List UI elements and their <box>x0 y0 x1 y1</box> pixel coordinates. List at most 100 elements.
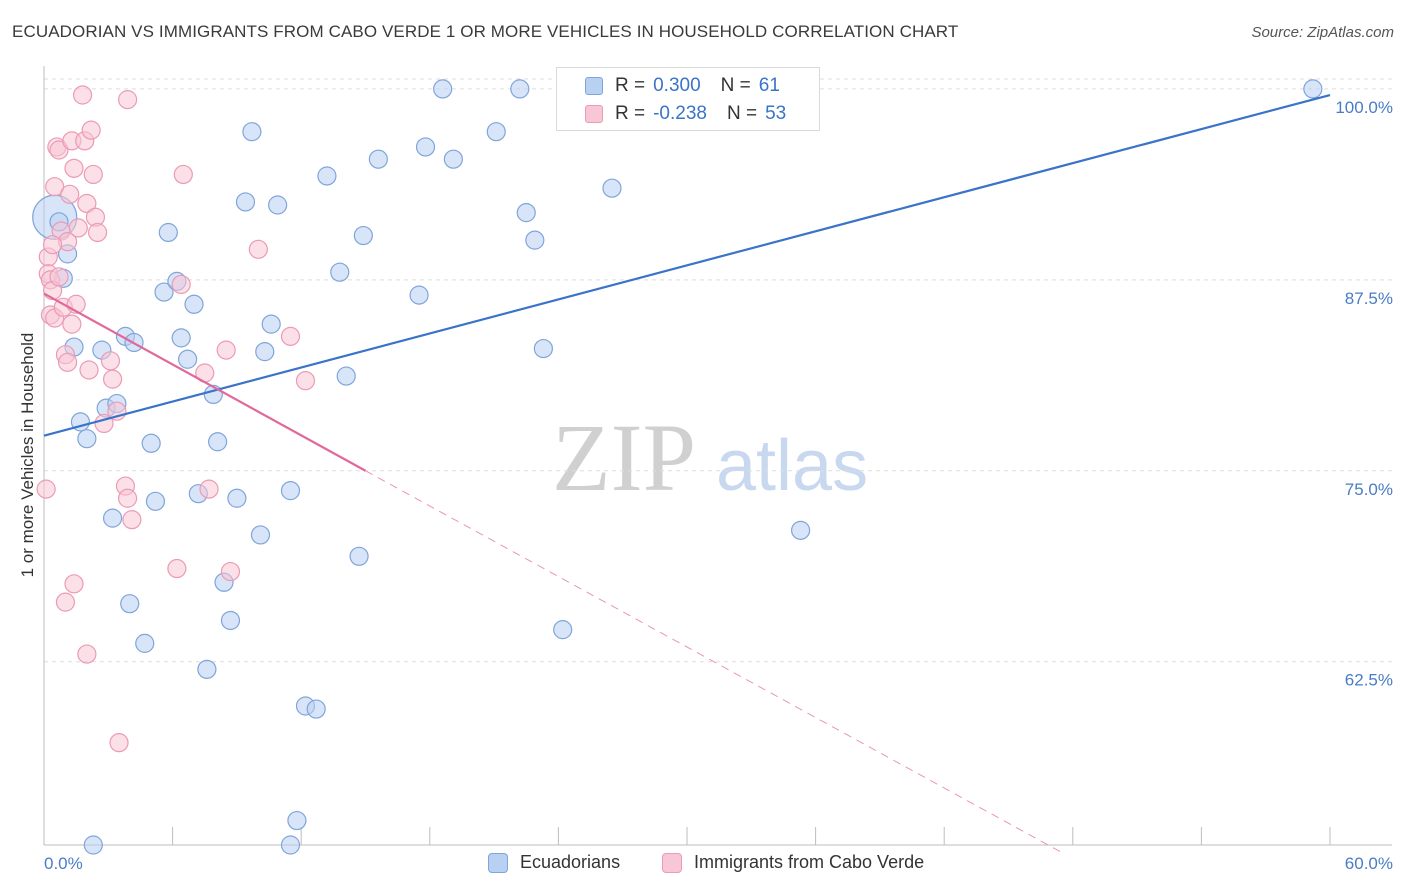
cabo-verde-point <box>220 561 241 582</box>
ecuadorian-point <box>306 699 326 719</box>
y-tick-label: 87.5% <box>1345 289 1393 308</box>
ecuadorian-point <box>280 835 301 855</box>
ecuadorian-point <box>486 122 506 142</box>
legend-row-ecuadorians: R = 0.300 N = 61 <box>585 74 780 98</box>
ecuadorian-point <box>235 192 256 212</box>
cabo-verde-point <box>45 177 65 197</box>
legend-item-ecuadorians[interactable]: Ecuadorians <box>488 852 620 873</box>
ecuadorian-point <box>255 342 275 362</box>
cabo-verde-point <box>64 158 84 178</box>
cabo-verde-point <box>173 164 193 185</box>
ecuadorian-point <box>287 810 307 831</box>
cabo-verde-point <box>36 479 56 499</box>
ecuadorian-point <box>77 429 97 449</box>
cabo-verde-point <box>64 574 84 594</box>
cabo-verde-point <box>295 371 316 391</box>
legend-item-cabo-verde[interactable]: Immigrants from Cabo Verde <box>662 852 924 873</box>
legend-r-label: R = <box>615 75 646 96</box>
cabo-verde-point <box>117 488 138 508</box>
cabo-verde-point <box>77 193 97 214</box>
cabo-verde-point <box>57 352 78 372</box>
ecuadorian-point <box>178 349 198 369</box>
ecuadorian-point <box>83 835 103 855</box>
legend-swatch-ecuadorians <box>488 852 508 873</box>
ecuadorian-point <box>158 222 178 243</box>
cabo-verde-point <box>167 558 187 579</box>
legend-r-value: -0.238 <box>653 103 707 124</box>
y-tick-label: 100.0% <box>1335 98 1393 117</box>
legend-n-value: 53 <box>765 103 787 124</box>
trend-lines <box>43 93 1331 854</box>
cabo-verde-point <box>248 239 268 259</box>
cabo-verde-point <box>102 369 123 389</box>
y-tick-label: 62.5% <box>1345 671 1393 690</box>
ecuadorian-point <box>533 338 553 359</box>
x-tick-label: 60.0% <box>1345 854 1393 873</box>
cabo-verde-point <box>100 351 121 371</box>
legend-label-cabo-verde: Immigrants from Cabo Verde <box>694 852 925 872</box>
legend-n-label: N = <box>720 75 751 96</box>
cabo-verde-point <box>171 274 191 295</box>
ecuadorian-point <box>268 195 288 215</box>
ecuadorian-point <box>242 122 262 142</box>
ecuadorian-trend-line <box>43 93 1331 437</box>
ecuadorian-point <box>154 282 174 302</box>
cabo-verde-point <box>55 592 76 612</box>
ecuadorian-point <box>1303 79 1323 99</box>
legend-r-label: R = <box>615 103 646 124</box>
ecuadorian-point <box>250 525 271 545</box>
ecuadorian-point <box>415 137 436 157</box>
ecuadorian-point <box>197 659 217 679</box>
cabo-verde-point <box>122 510 142 530</box>
cabo-verde-point <box>216 340 236 360</box>
ecuadorian-point <box>602 178 622 198</box>
legend-n-label: N = <box>726 103 758 124</box>
cabo-verde-trend-extension <box>365 470 1063 854</box>
ecuadorian-point <box>443 149 463 169</box>
cabo-verde-point <box>280 326 301 346</box>
x-tick-label: 0.0% <box>44 854 83 873</box>
legend-r-value: 0.300 <box>653 75 701 96</box>
cabo-verde-point <box>109 733 129 753</box>
ecuadorian-point <box>317 166 337 186</box>
cabo-verde-point <box>77 644 97 664</box>
y-tick-label: 75.0% <box>1345 480 1393 499</box>
ecuadorian-point <box>349 546 369 566</box>
axes <box>43 66 1392 846</box>
ecuadorian-point <box>516 203 536 223</box>
series-legend: Ecuadorians Immigrants from Cabo Verde <box>0 852 1406 878</box>
ecuadorian-point <box>280 481 301 501</box>
ecuadorian-point <box>525 230 545 250</box>
ecuadorian-point <box>330 262 350 282</box>
cabo-verde-point <box>83 164 103 185</box>
ecuadorian-point <box>336 366 356 386</box>
cabo-verde-point <box>72 85 93 105</box>
ecuadorian-point <box>102 508 123 528</box>
cabo-verde-point <box>42 235 63 255</box>
ecuadorian-point <box>368 149 388 169</box>
ecuadorian-point <box>433 79 453 99</box>
legend-swatch-ecuadorians <box>585 77 603 95</box>
ecuadorian-point <box>171 328 191 348</box>
ecuadorian-point <box>208 432 228 452</box>
watermark-zip: ZIP <box>552 404 696 511</box>
ecuadorian-point <box>227 488 247 508</box>
grid-lines <box>44 78 1392 663</box>
legend-n-value: 61 <box>758 75 780 96</box>
ecuadorian-point <box>353 225 373 246</box>
cabo-verde-point <box>68 218 88 238</box>
legend-row-cabo-verde: R = -0.238 N = 53 <box>585 102 786 126</box>
ecuadorian-point <box>145 491 166 511</box>
ecuadorian-point <box>135 633 155 653</box>
ecuadorian-point <box>220 610 241 631</box>
stats-legend: R = 0.300 N = 61 R = -0.238 N = 53 <box>556 67 820 131</box>
ecuadorian-point <box>120 594 140 614</box>
ecuadorian-point <box>790 520 811 540</box>
cabo-verde-point <box>62 314 82 334</box>
cabo-verde-point <box>49 267 69 287</box>
source-label: Source: ZipAtlas.com <box>1251 24 1394 41</box>
cabo-verde-point <box>87 222 108 243</box>
chart-title: ECUADORIAN VS IMMIGRANTS FROM CABO VERDE… <box>12 22 959 41</box>
ecuadorian-point <box>553 620 573 640</box>
